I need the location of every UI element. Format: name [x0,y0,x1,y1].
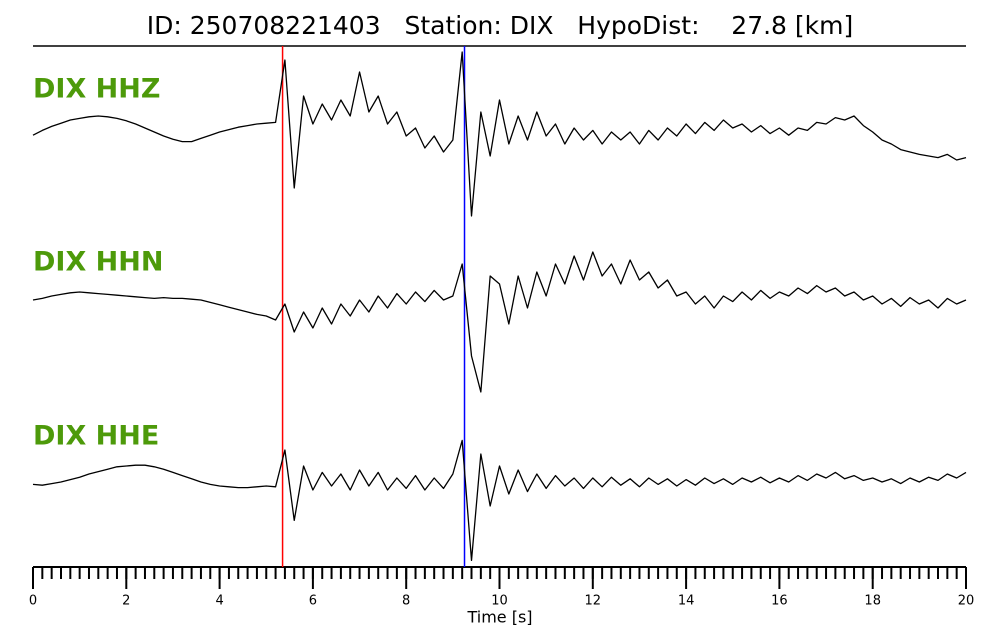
waveform [32,251,967,393]
x-tick-label: 14 [678,594,695,609]
trace-label: DIX HHE [33,421,159,452]
waveform [32,51,967,217]
x-tick-label: 12 [585,594,602,609]
x-tick-label: 10 [491,594,508,609]
chart-title: ID: 250708221403 Station: DIX HypoDist: … [147,11,853,40]
x-tick-label: 4 [215,594,223,609]
x-tick-label: 18 [864,594,881,609]
x-tick-label: 16 [771,594,788,609]
x-tick-label: 2 [122,594,130,609]
x-axis-label: Time [s] [466,608,532,627]
x-tick-label: 6 [309,594,317,609]
x-tick-label: 0 [29,594,37,609]
waveform [32,439,967,562]
trace-label: DIX HHN [33,247,163,278]
x-tick-label: 8 [402,594,410,609]
trace-label: DIX HHZ [33,74,160,105]
x-tick-label: 20 [958,594,975,609]
